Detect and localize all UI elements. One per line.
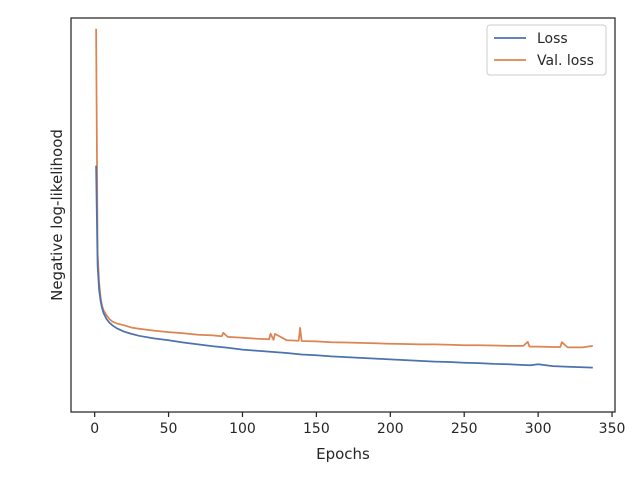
y-axis-label: Negative log-likelihood <box>48 129 66 301</box>
legend-label-val-loss: Val. loss <box>537 53 594 69</box>
plot-area <box>70 17 616 413</box>
legend: Loss Val. loss <box>486 24 607 76</box>
x-tick-label: 300 <box>525 421 552 437</box>
x-tick-label: 200 <box>377 421 404 437</box>
x-axis-label: Epochs <box>316 445 370 463</box>
x-tick-label: 150 <box>303 421 330 437</box>
series-line-val-loss <box>95 28 593 349</box>
x-tick-label: 0 <box>90 421 99 437</box>
x-tick-label: 350 <box>599 421 626 437</box>
x-tick-label: 50 <box>160 421 178 437</box>
x-tick-label: 100 <box>229 421 256 437</box>
series-line-loss <box>95 165 593 369</box>
x-tick-label: 250 <box>451 421 478 437</box>
x-axis-ticks: 0 50 100 150 200 250 300 350 <box>90 412 625 437</box>
series-layer <box>95 28 593 369</box>
legend-label-loss: Loss <box>537 31 568 47</box>
